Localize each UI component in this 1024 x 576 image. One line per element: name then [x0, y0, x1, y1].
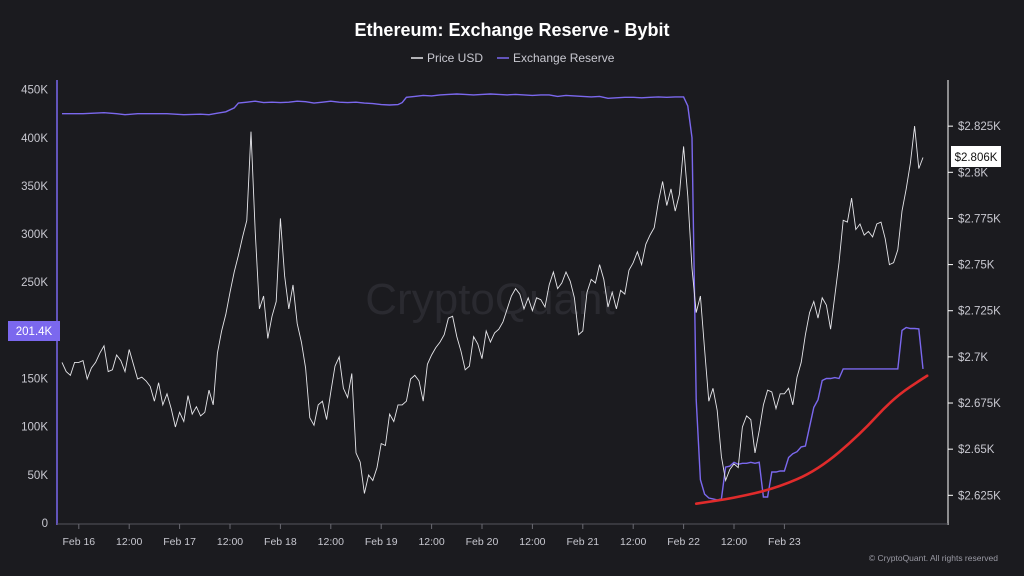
left-axis-tick-label: 350K — [21, 181, 48, 193]
x-axis-tick-label: Feb 23 — [768, 536, 801, 548]
current-value-reserve: 201.4K — [8, 321, 60, 341]
x-axis-tick-label: 12:00 — [418, 536, 444, 548]
left-axis-tick-label: 0 — [42, 518, 48, 530]
right-axis-tick-label: $2.7K — [958, 352, 988, 364]
x-axis-tick-label: Feb 22 — [667, 536, 700, 548]
series-line-price-usd — [61, 126, 924, 494]
credit-text: © CryptoQuant. All rights reserved — [869, 553, 998, 563]
x-axis-tick-label: 12:00 — [620, 536, 646, 548]
right-axis-tick-label: $2.725K — [958, 306, 1001, 318]
x-axis-tick-label: Feb 17 — [163, 536, 196, 548]
annotation-curve — [694, 374, 929, 505]
current-value-price-box — [951, 146, 1001, 167]
x-axis-tick-label: 12:00 — [721, 536, 747, 548]
right-axis-tick-label: $2.65K — [958, 444, 995, 456]
current-value-reserve-label: 201.4K — [16, 326, 53, 338]
right-axis-tick-label: $2.825K — [958, 121, 1001, 133]
x-axis-tick-label: Feb 20 — [466, 536, 499, 548]
left-axis-tick-label: 50K — [28, 470, 49, 482]
left-axis-tick-label: 450K — [21, 85, 48, 97]
left-axis-tick-label: 300K — [21, 229, 48, 241]
right-axis-tick-label: $2.775K — [958, 213, 1001, 225]
current-value-price: $2.806K — [951, 146, 1001, 167]
x-axis: Feb 16 12:00 Feb 17 12:00 Feb 18 12:00 Feb 19 1… — [57, 523, 948, 548]
legend: Price USD Exchange Reserve — [411, 51, 615, 65]
x-axis-tick-label: 12:00 — [217, 536, 243, 548]
right-axis-tick-label: $2.675K — [958, 398, 1001, 410]
left-axis-tick-label: 150K — [21, 374, 48, 386]
x-axis-tick-label: Feb 21 — [566, 536, 599, 548]
x-axis-tick-label: Feb 19 — [365, 536, 398, 548]
right-axis: $2.625K $2.65K $2.675K $2.7K $2.725K $2.75K $2… — [947, 80, 1001, 525]
x-axis-tick-label: 12:00 — [116, 536, 142, 548]
current-value-reserve-box — [8, 321, 60, 341]
x-axis-tick-label: Feb 18 — [264, 536, 297, 548]
right-axis-tick-label: $2.8K — [958, 167, 988, 179]
x-axis-tick-label: 12:00 — [519, 536, 545, 548]
series-line-exchange-reserve — [62, 93, 924, 501]
left-axis-tick-label: 250K — [21, 277, 48, 289]
left-axis-tick-label: 400K — [21, 133, 48, 145]
legend-label-price: Price USD — [427, 51, 483, 65]
current-value-price-label: $2.806K — [955, 152, 998, 164]
x-axis-tick-label: 12:00 — [318, 536, 344, 548]
right-axis-tick-label: $2.75K — [958, 260, 995, 272]
right-axis-tick-label: $2.625K — [958, 490, 1001, 502]
left-axis: 050K100K150K200K250K300K350K400K450K — [21, 80, 58, 530]
left-axis-tick-label: 100K — [21, 422, 48, 434]
legend-label-reserve: Exchange Reserve — [513, 51, 615, 65]
chart-title: Ethereum: Exchange Reserve - Bybit — [354, 20, 669, 40]
x-axis-tick-label: Feb 16 — [62, 536, 95, 548]
watermark: CryptoQuant — [365, 275, 614, 324]
